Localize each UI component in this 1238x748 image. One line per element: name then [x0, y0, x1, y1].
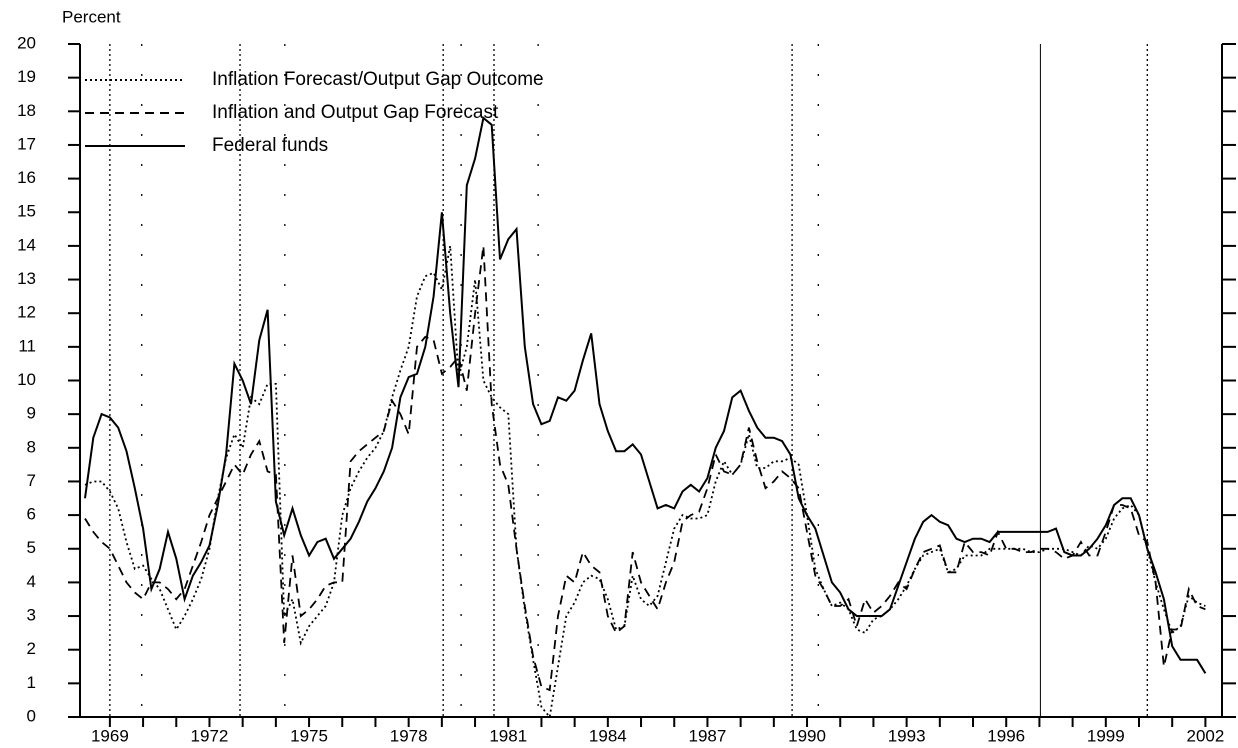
- y-tick-label: 10: [17, 370, 36, 389]
- y-tick-label: 18: [17, 101, 36, 120]
- x-tick-label: 1990: [788, 726, 826, 745]
- y-tick-label: 1: [27, 673, 36, 692]
- y-tick-label: 5: [27, 538, 36, 557]
- x-tick-label: 1999: [1087, 726, 1125, 745]
- y-tick-label: 3: [27, 606, 36, 625]
- y-tick-label: 7: [27, 471, 36, 490]
- y-tick-label: 9: [27, 404, 36, 423]
- x-tick-label: 1987: [689, 726, 727, 745]
- x-tick-label: 1975: [290, 726, 328, 745]
- series-line: [84, 245, 1206, 692]
- x-tick-label: 1984: [589, 726, 627, 745]
- y-tick-label: 20: [17, 33, 36, 52]
- y-tick-label: 0: [27, 706, 36, 725]
- y-tick-label: 13: [17, 269, 36, 288]
- y-tick-label: 14: [17, 235, 36, 254]
- x-tick-label: 1993: [888, 726, 926, 745]
- x-tick-label: 2002: [1186, 726, 1224, 745]
- x-tick-label: 1972: [191, 726, 229, 745]
- y-tick-label: 12: [17, 303, 36, 322]
- y-tick-label: 8: [27, 437, 36, 456]
- y-tick-label: 11: [18, 336, 36, 355]
- y-tick-label: 15: [17, 202, 36, 221]
- series-line: [84, 245, 1206, 720]
- x-tick-label: 1981: [489, 726, 527, 745]
- y-tick-label: 6: [27, 505, 36, 524]
- legend-label: Inflation Forecast/Output Gap Outcome: [212, 69, 544, 90]
- y-tick-label: 2: [27, 639, 36, 658]
- x-tick-label: 1978: [390, 726, 428, 745]
- y-tick-label: 4: [27, 572, 36, 591]
- series-line: [84, 116, 1207, 674]
- y-axis-label: Percent: [62, 7, 121, 26]
- y-tick-label: 19: [17, 67, 36, 86]
- y-tick-label: 16: [17, 168, 36, 187]
- legend-label: Federal funds: [212, 135, 328, 156]
- x-tick-label: 1996: [987, 726, 1025, 745]
- x-tick-label: 1969: [91, 726, 129, 745]
- legend-label: Inflation and Output Gap Forecast: [212, 102, 499, 123]
- y-tick-label: 17: [17, 134, 36, 153]
